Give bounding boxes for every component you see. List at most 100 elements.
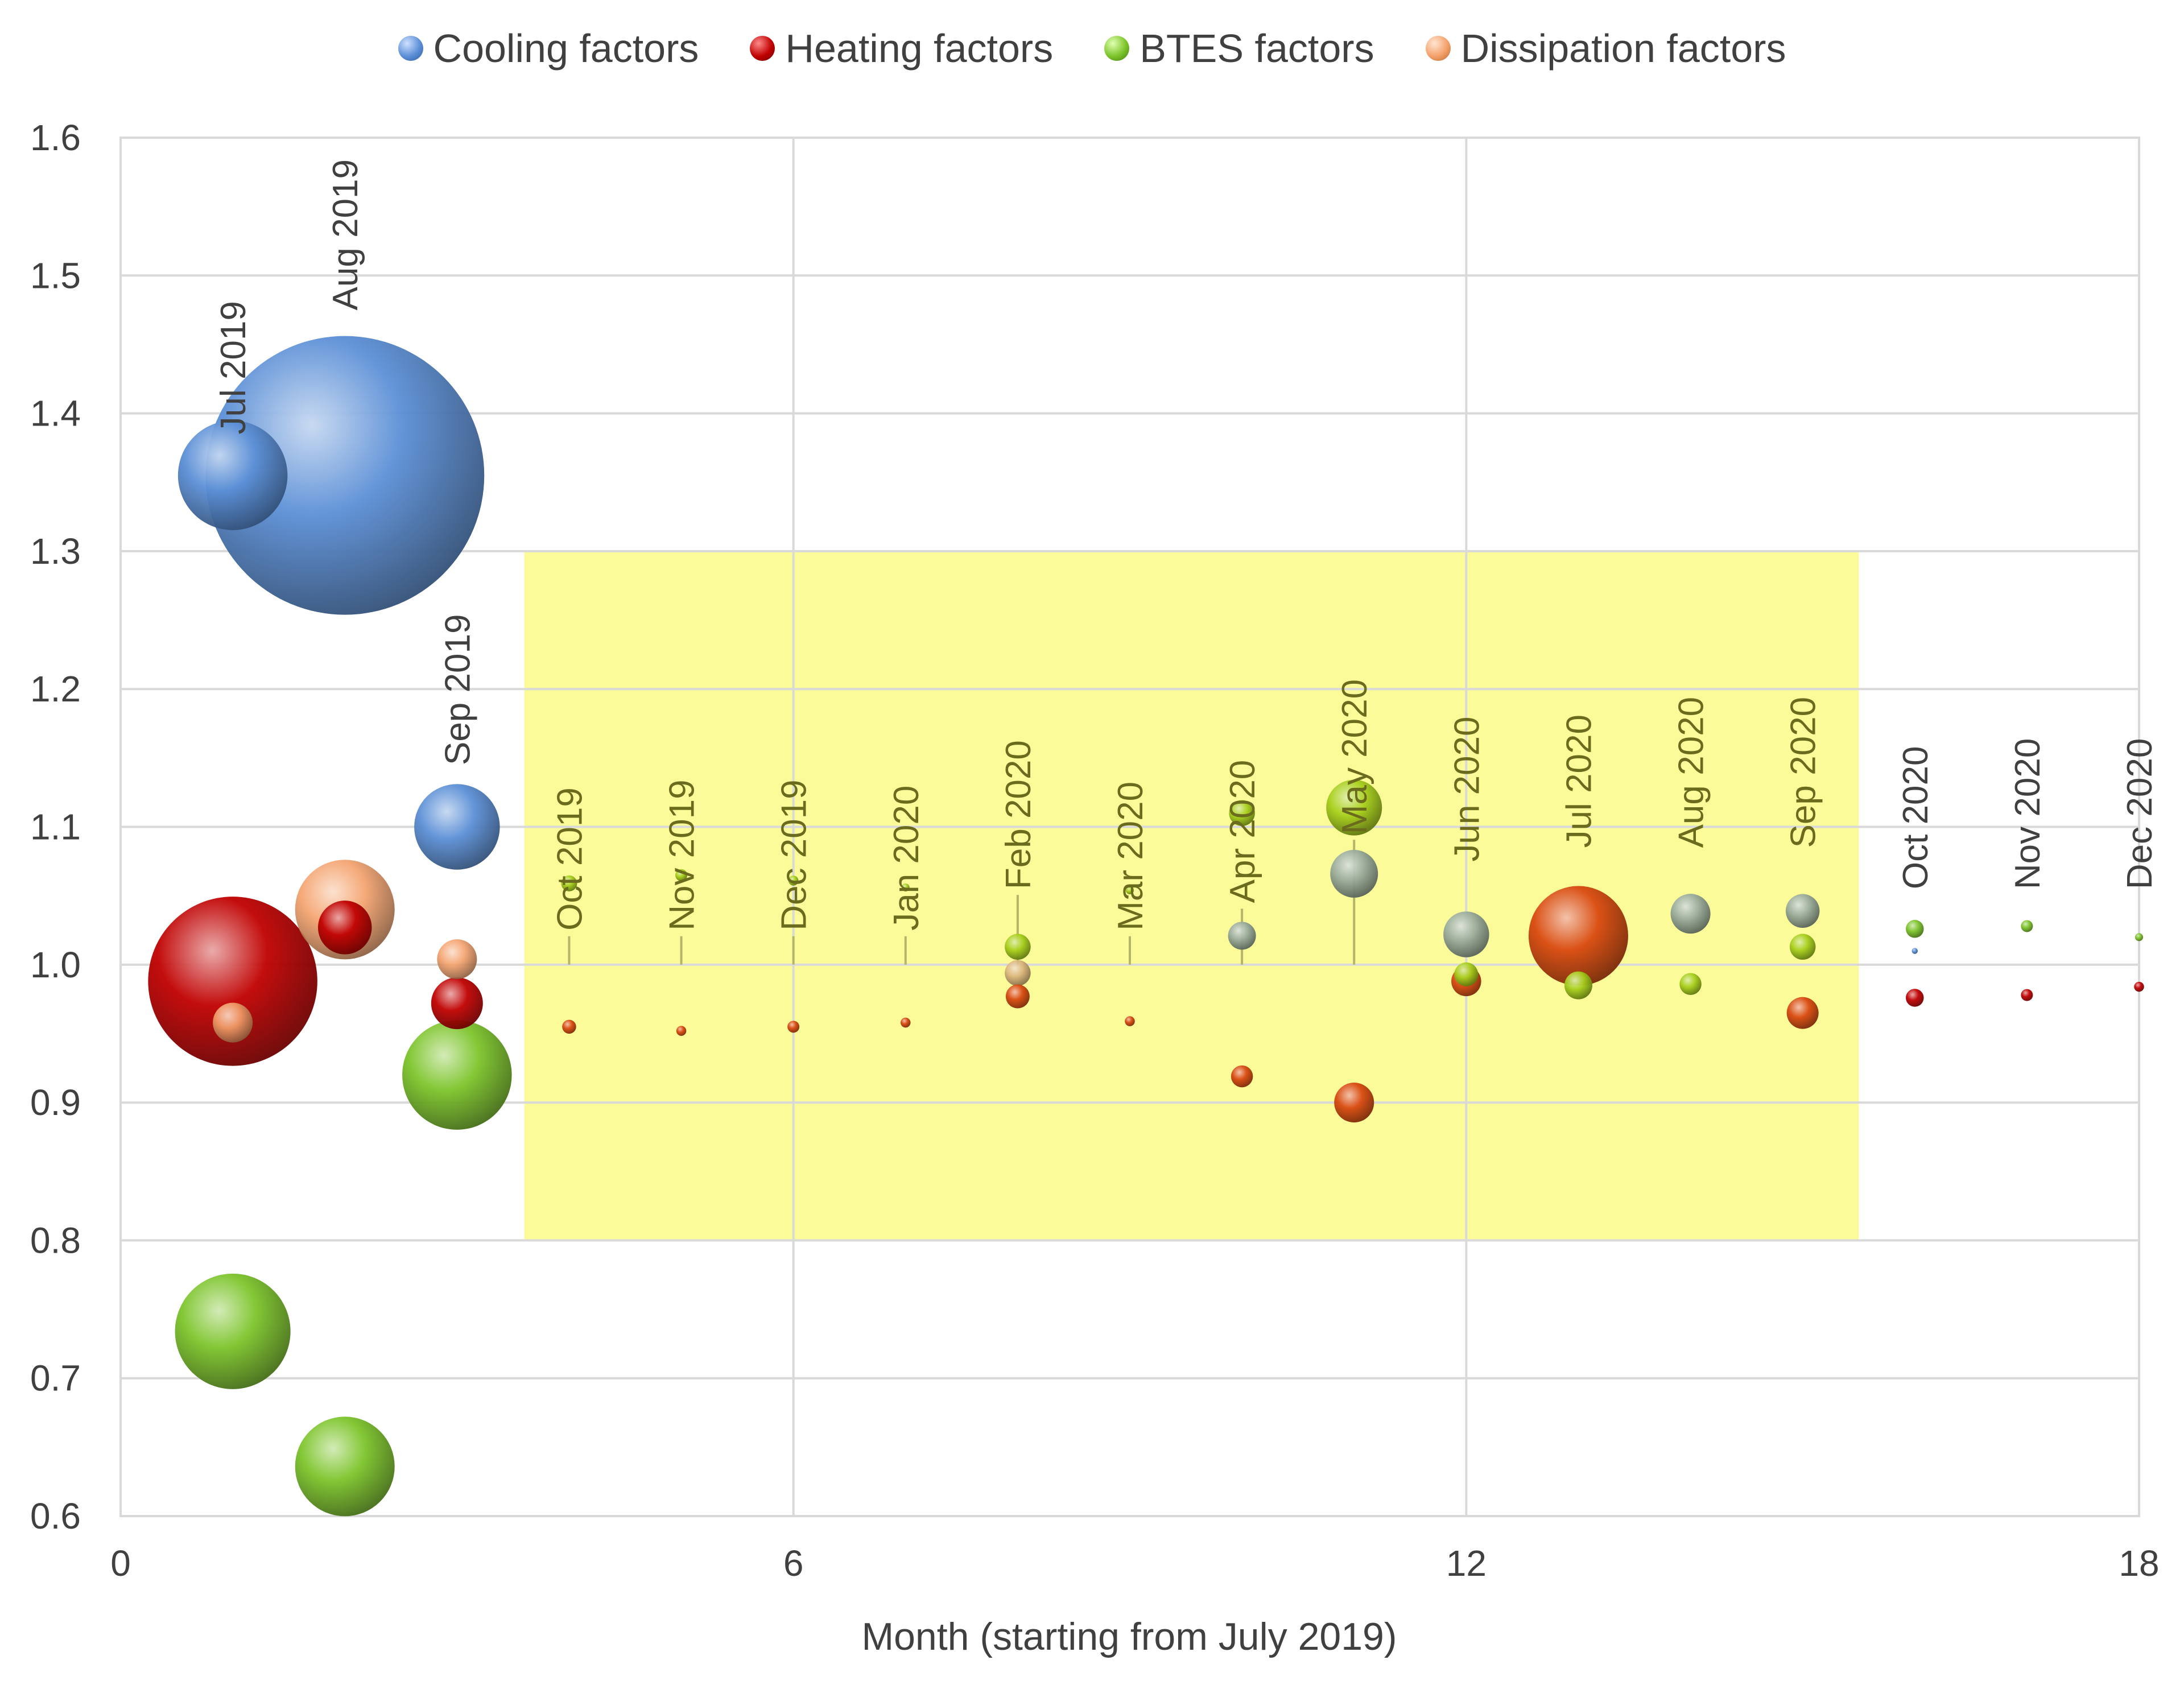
month-label: Aug 2020 bbox=[1672, 697, 1711, 848]
month-label: Jul 2019 bbox=[214, 301, 253, 434]
bubbles-layer bbox=[148, 336, 2144, 1517]
btes-bubble[interactable] bbox=[175, 1273, 291, 1389]
btes-bubble[interactable] bbox=[901, 883, 910, 892]
month-label: Oct 2020 bbox=[1896, 746, 1935, 890]
dissipation-bubble[interactable] bbox=[437, 939, 477, 980]
btes-bubble[interactable] bbox=[2021, 920, 2033, 932]
legend-label-cooling: Cooling factors bbox=[433, 26, 699, 71]
month-label: Dec 2019 bbox=[775, 779, 814, 930]
axes-layer: 0.6 0.7 0.8 0.9 1.0 1.1 1.2 1.3 1.4 1.5 1.6 0 6 12 18 bbox=[30, 117, 2160, 1584]
btes-bubble[interactable] bbox=[295, 1417, 395, 1517]
y-tick-label: 1.5 bbox=[30, 255, 81, 296]
x-tick-label: 12 bbox=[1446, 1543, 1487, 1584]
month-label: May 2020 bbox=[1335, 679, 1374, 834]
heating-bubble[interactable] bbox=[1528, 886, 1628, 986]
x-tick-label: 0 bbox=[110, 1543, 131, 1584]
y-tick-label: 1.3 bbox=[30, 531, 81, 572]
heating-bubble[interactable] bbox=[901, 1017, 911, 1028]
month-label: Aug 2019 bbox=[326, 159, 365, 310]
heating-bubble[interactable] bbox=[1125, 1016, 1135, 1026]
cooling-bubble[interactable] bbox=[1670, 894, 1711, 934]
legend-swatch-heating bbox=[750, 36, 775, 61]
btes-bubble[interactable] bbox=[1789, 934, 1816, 960]
dissipation-bubble[interactable] bbox=[1005, 960, 1031, 986]
legend-swatch-dissipation bbox=[1425, 36, 1451, 61]
heating-bubble[interactable] bbox=[1906, 989, 1924, 1007]
y-tick-label: 1.4 bbox=[30, 393, 81, 434]
heating-bubble[interactable] bbox=[148, 897, 317, 1066]
month-label: Jan 2020 bbox=[887, 786, 926, 931]
month-label: Jun 2020 bbox=[1447, 717, 1487, 862]
y-tick-label: 0.8 bbox=[30, 1220, 81, 1261]
cooling-bubble[interactable] bbox=[205, 336, 485, 615]
legend-item-heating[interactable]: Heating factors bbox=[750, 26, 1053, 71]
cooling-bubble[interactable] bbox=[177, 420, 288, 530]
btes-bubble[interactable] bbox=[1454, 962, 1479, 986]
heating-bubble[interactable] bbox=[1005, 984, 1030, 1009]
y-tick-label: 1.6 bbox=[30, 117, 81, 158]
x-axis-title: Month (starting from July 2019) bbox=[861, 1615, 1397, 1658]
month-label: Nov 2020 bbox=[2008, 738, 2047, 889]
y-tick-label: 0.9 bbox=[30, 1082, 81, 1123]
month-label: Apr 2020 bbox=[1223, 760, 1262, 903]
month-labels-layer: Jul 2019 Aug 2019 Sep 2019 Oct 2019 Nov 2019… bbox=[214, 159, 2160, 931]
heating-bubble[interactable] bbox=[1334, 1083, 1374, 1123]
btes-bubble[interactable] bbox=[2135, 933, 2143, 941]
plot-area-border bbox=[119, 137, 2140, 1517]
btes-bubble[interactable] bbox=[561, 875, 577, 891]
month-label: Sep 2020 bbox=[1784, 697, 1823, 848]
highlight-region bbox=[524, 551, 1859, 1241]
heating-bubble[interactable] bbox=[787, 1021, 800, 1033]
month-label: Nov 2019 bbox=[663, 779, 702, 930]
heating-bubble[interactable] bbox=[2021, 989, 2033, 1001]
dissipation-bubble[interactable] bbox=[213, 1002, 253, 1043]
cooling-bubble[interactable] bbox=[414, 784, 500, 870]
heating-bubble[interactable] bbox=[2134, 981, 2144, 992]
btes-bubble[interactable] bbox=[1005, 934, 1031, 960]
legend-label-dissipation: Dissipation factors bbox=[1460, 26, 1786, 71]
month-label: Mar 2020 bbox=[1111, 782, 1150, 931]
heating-bubble[interactable] bbox=[562, 1019, 576, 1034]
y-tick-label: 1.1 bbox=[30, 807, 81, 848]
cooling-bubble[interactable] bbox=[1785, 894, 1820, 928]
heating-bubble[interactable] bbox=[431, 977, 483, 1030]
legend-item-dissipation[interactable]: Dissipation factors bbox=[1425, 26, 1786, 71]
btes-bubble[interactable] bbox=[675, 869, 688, 881]
btes-bubble[interactable] bbox=[1326, 779, 1382, 836]
y-tick-label: 1.0 bbox=[30, 944, 81, 985]
btes-bubble[interactable] bbox=[1564, 971, 1592, 1000]
y-tick-label: 1.2 bbox=[30, 668, 81, 709]
highlight-region-layer bbox=[524, 551, 1859, 1241]
heating-bubble[interactable] bbox=[1786, 997, 1819, 1029]
btes-bubble[interactable] bbox=[1229, 800, 1255, 827]
month-label: Sep 2019 bbox=[438, 614, 477, 765]
heating-bubble[interactable] bbox=[676, 1026, 687, 1036]
y-tick-label: 0.7 bbox=[30, 1358, 81, 1399]
month-label: Dec 2020 bbox=[2120, 738, 2160, 889]
legend-item-btes[interactable]: BTES factors bbox=[1104, 26, 1374, 71]
cooling-bubble[interactable] bbox=[1330, 849, 1378, 898]
y-tick-label: 0.6 bbox=[30, 1496, 81, 1537]
btes-bubble[interactable] bbox=[402, 1020, 512, 1130]
cooling-bubble[interactable] bbox=[1911, 948, 1918, 954]
btes-bubble[interactable] bbox=[788, 876, 799, 886]
legend-swatch-btes bbox=[1104, 36, 1130, 61]
x-tick-label: 6 bbox=[783, 1543, 804, 1584]
x-tick-label: 18 bbox=[2119, 1543, 2159, 1584]
month-label: Jul 2020 bbox=[1559, 715, 1599, 848]
btes-bubble[interactable] bbox=[1906, 920, 1924, 938]
legend-swatch-cooling bbox=[398, 36, 423, 61]
btes-bubble[interactable] bbox=[1679, 973, 1702, 995]
heating-bubble[interactable] bbox=[1231, 1065, 1253, 1088]
cooling-bubble[interactable] bbox=[1228, 922, 1256, 950]
legend-label-heating: Heating factors bbox=[785, 26, 1054, 71]
month-label: Feb 2020 bbox=[999, 740, 1038, 889]
chart-legend: Cooling factors Heating factors BTES fac… bbox=[0, 17, 2184, 80]
heating-bubble[interactable] bbox=[317, 901, 372, 955]
legend-item-cooling[interactable]: Cooling factors bbox=[398, 26, 699, 71]
legend-label-btes: BTES factors bbox=[1140, 26, 1374, 71]
btes-bubble[interactable] bbox=[1126, 886, 1134, 894]
month-label: Oct 2019 bbox=[550, 787, 589, 931]
cooling-bubble[interactable] bbox=[1443, 911, 1489, 957]
